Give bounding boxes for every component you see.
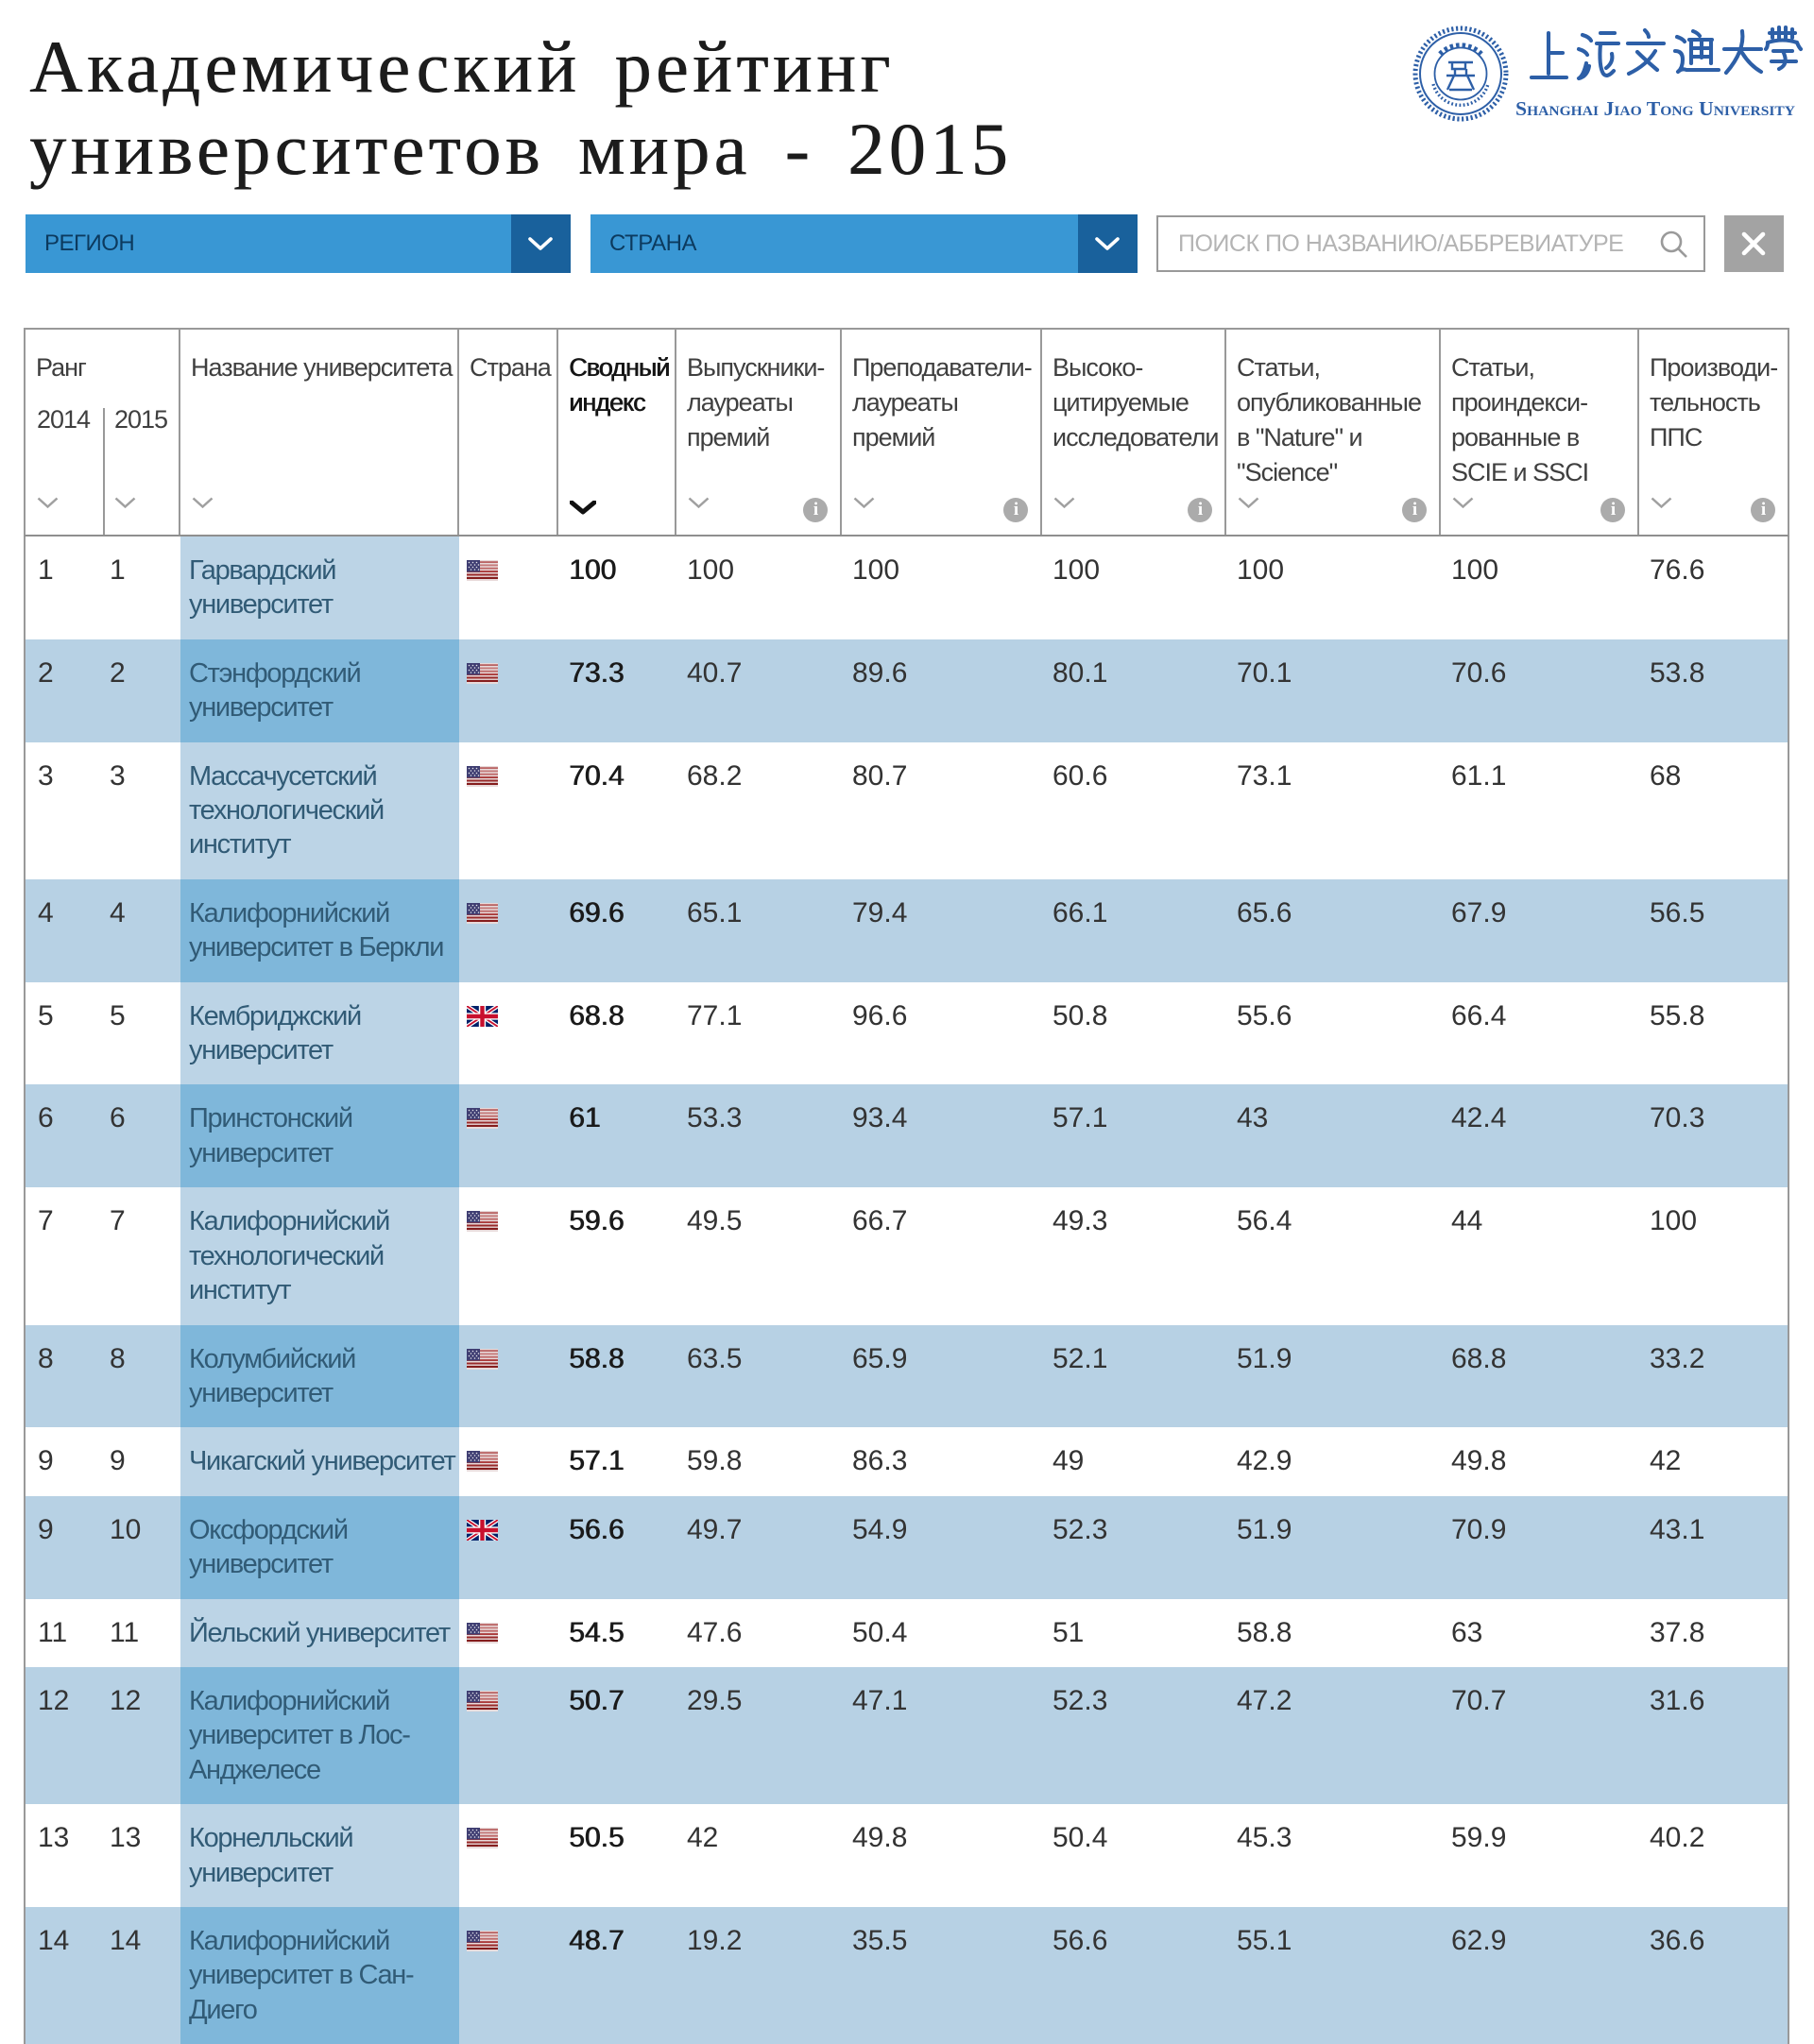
svg-text:Shanghai Jiao Tong University: Shanghai Jiao Tong University <box>1515 97 1795 120</box>
